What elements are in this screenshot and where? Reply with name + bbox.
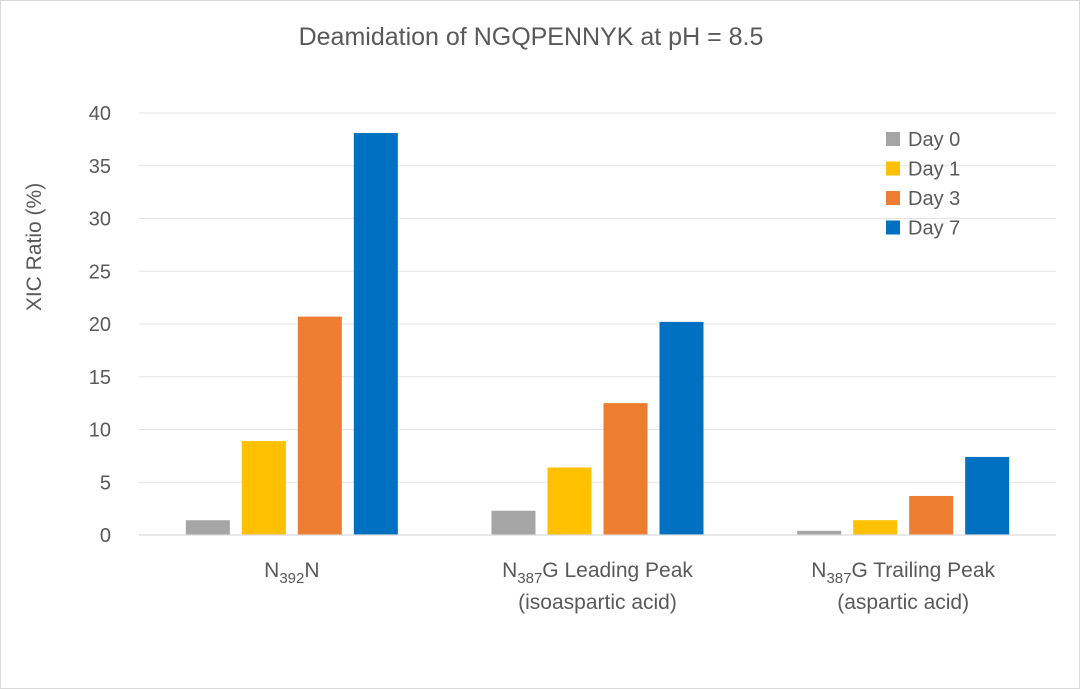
bar-day-1: [547, 467, 592, 535]
bar-day-1: [241, 441, 286, 535]
legend-label: Day 7: [908, 218, 960, 240]
y-tick-label: 5: [100, 472, 111, 494]
legend-swatch: [886, 220, 900, 235]
bar-day-1: [853, 520, 898, 535]
legend-swatch: [886, 191, 900, 205]
bar-day-0: [491, 510, 536, 535]
bars: [185, 133, 1010, 536]
bar-day-3: [909, 495, 954, 535]
legend: Day 0 Day 1 Day 3 Day 7: [886, 129, 960, 240]
legend-label: Day 1: [908, 159, 960, 181]
x-category-text: N: [264, 559, 279, 582]
y-axis-label: XIC Ratio (%): [23, 183, 46, 311]
y-tick-label: 25: [89, 261, 111, 283]
x-category-subscript: 387: [826, 570, 851, 587]
legend-swatch: [886, 161, 900, 176]
chart-title: Deamidation of NGQPENNYK at pH = 8.5: [299, 23, 764, 51]
bar-day-0: [797, 530, 842, 535]
x-category-subscript: 392: [279, 570, 304, 587]
x-category-text: G Trailing Peak: [851, 559, 995, 582]
bar-day-7: [353, 133, 398, 536]
x-category-label: (aspartic acid): [837, 591, 969, 614]
x-category-text: (isoaspartic acid): [518, 591, 677, 614]
x-axis-categories: N392N N387G Leading Peak(isoaspartic acid…: [264, 559, 995, 614]
x-category-label: (isoaspartic acid): [518, 591, 677, 614]
x-category-label: N387G Leading Peak: [502, 559, 693, 587]
x-category-text: N: [811, 559, 826, 582]
y-tick-label: 10: [89, 420, 111, 442]
gridlines: [139, 112, 1056, 483]
legend-label: Day 0: [908, 129, 960, 151]
bar-day-3: [297, 316, 342, 535]
y-tick-label: 40: [89, 103, 111, 125]
bar-day-7: [965, 456, 1010, 535]
y-tick-label: 0: [100, 525, 111, 547]
y-tick-label: 30: [89, 209, 111, 231]
y-tick-label: 20: [89, 314, 111, 336]
bar-day-7: [659, 321, 704, 535]
x-category-label: N387G Trailing Peak: [811, 559, 995, 587]
legend-label: Day 3: [908, 188, 960, 210]
y-axis-ticks: 0 5 10 15 20 25 30 35 40: [89, 103, 111, 547]
x-category-text: (aspartic acid): [837, 591, 969, 614]
x-category-text: N: [502, 559, 517, 582]
legend-swatch: [886, 132, 900, 146]
x-category-label: N392N: [264, 559, 319, 587]
x-category-subscript: 387: [517, 570, 542, 587]
x-category-text: G Leading Peak: [542, 559, 693, 582]
bar-day-0: [185, 520, 230, 535]
bar-day-3: [603, 403, 648, 535]
y-tick-label: 35: [89, 156, 111, 178]
x-category-text: N: [304, 559, 319, 582]
y-tick-label: 15: [89, 367, 111, 389]
